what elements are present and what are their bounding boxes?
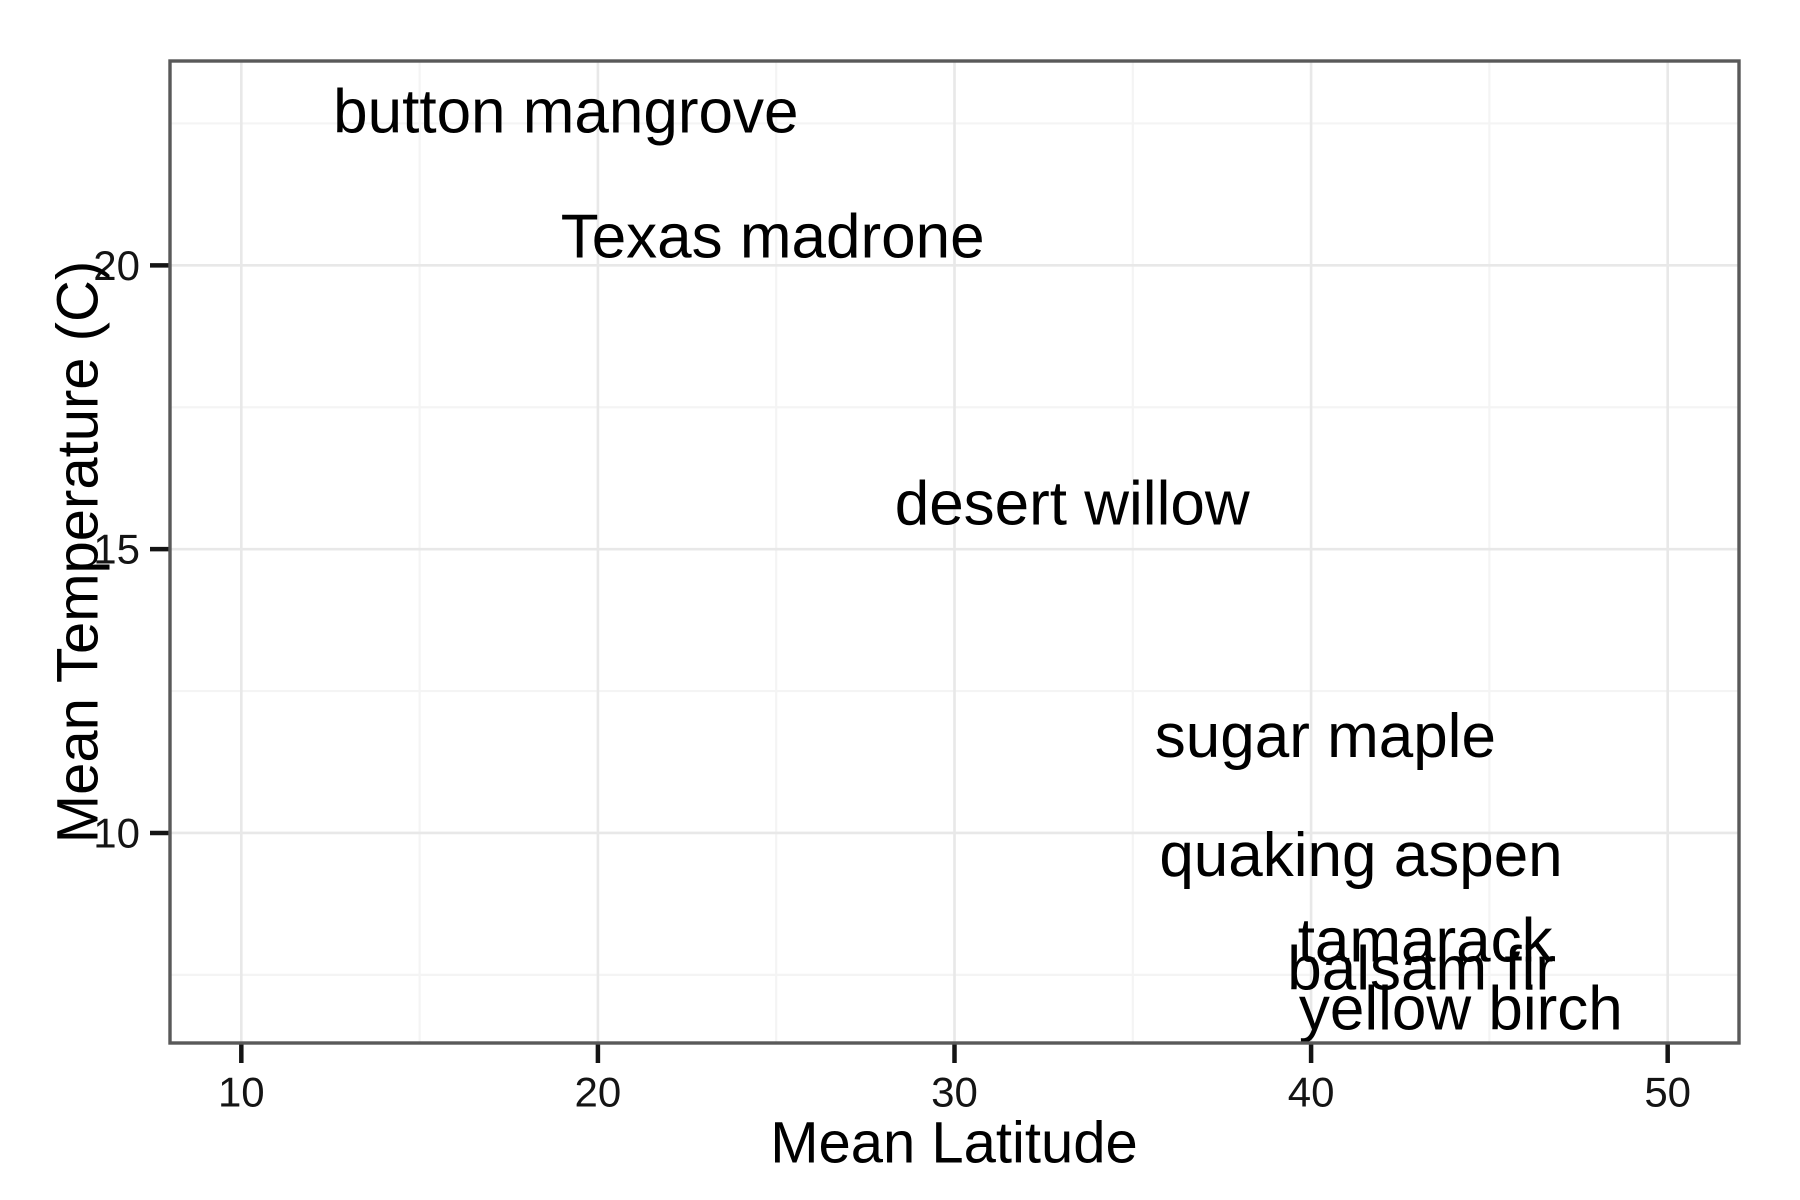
y-tick-label: 10: [93, 809, 140, 856]
x-tick-label: 10: [218, 1069, 265, 1116]
point-label: button mangrove: [333, 78, 798, 147]
point-label: Texas madrone: [561, 202, 985, 271]
y-axis-title: Mean Temperature (C): [46, 261, 111, 843]
point-label: sugar maple: [1155, 702, 1496, 771]
panel-border: [168, 59, 1741, 1045]
x-tick-label: 30: [931, 1069, 978, 1116]
grid-major-lines: [170, 61, 1739, 1043]
x-tick-label: 50: [1644, 1069, 1691, 1116]
y-tick-label: 20: [93, 242, 140, 289]
point-label: desert willow: [895, 469, 1250, 538]
point-label: quaking aspen: [1159, 821, 1562, 890]
point-label: tamarack: [1298, 906, 1554, 975]
x-tick-label: 20: [575, 1069, 622, 1116]
axis-tick-labels: 10 20 30 40 50 10 15 20: [93, 242, 1691, 1116]
y-tick-label: 15: [93, 526, 140, 573]
x-tick-label: 40: [1288, 1069, 1335, 1116]
axis-tick-marks: [150, 263, 1670, 1063]
data-point-labels: button mangrove Texas madrone desert willo…: [333, 78, 1623, 1044]
x-axis-title: Mean Latitude: [770, 1111, 1138, 1176]
point-label: balsam fir: [1287, 935, 1556, 1004]
point-label: yellow birch: [1299, 974, 1623, 1043]
